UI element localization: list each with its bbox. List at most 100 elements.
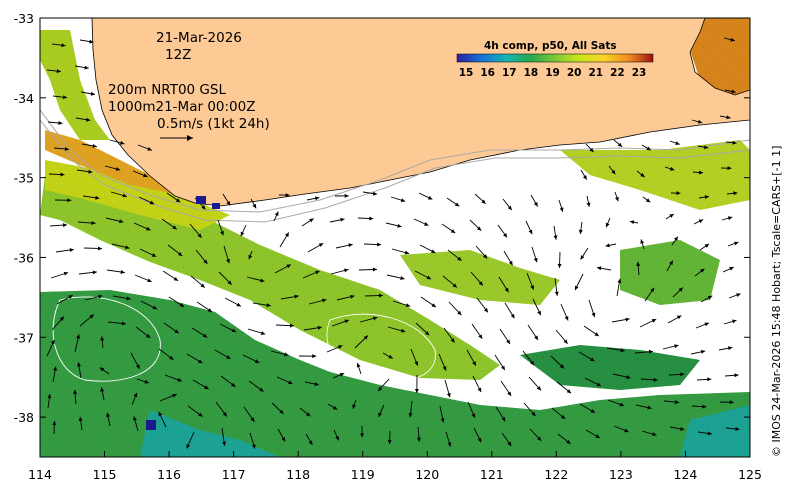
velocity-arrow — [242, 354, 260, 364]
x-tick-label: 123 — [609, 467, 633, 482]
velocity-arrow — [186, 431, 195, 449]
velocity-arrow — [556, 381, 572, 394]
velocity-arrow — [243, 406, 255, 422]
velocity-arrow — [74, 65, 89, 70]
velocity-arrow — [335, 243, 353, 249]
x-tick-label: 124 — [674, 467, 698, 482]
velocity-arrow — [53, 147, 69, 151]
velocity-arrow — [352, 399, 357, 409]
sst-cold-spot — [146, 420, 156, 430]
velocity-arrow — [359, 316, 378, 323]
velocity-arrow — [104, 165, 121, 171]
velocity-arrow — [504, 302, 515, 319]
velocity-arrow — [164, 374, 183, 382]
velocity-arrow — [724, 89, 736, 94]
velocity-arrow — [196, 301, 213, 313]
velocity-arrow — [443, 327, 455, 343]
velocity-arrow — [672, 287, 684, 298]
velocity-arrow — [697, 145, 709, 150]
velocity-arrow — [167, 244, 183, 257]
sst-cold-spot — [212, 203, 220, 209]
velocity-arrow — [332, 372, 345, 379]
velocity-arrow — [588, 299, 596, 318]
velocity-arrow — [438, 353, 447, 371]
sst-central-lime — [400, 250, 560, 305]
velocity-arrow — [130, 352, 141, 370]
velocity-arrow — [596, 266, 612, 271]
velocity-arrow — [498, 276, 509, 293]
velocity-arrow — [52, 366, 58, 383]
velocity-arrow — [77, 362, 82, 379]
colorbar-tick-label: 17 — [502, 67, 517, 79]
velocity-arrow — [532, 298, 542, 316]
velocity-arrow — [499, 328, 511, 345]
velocity-scale-label: 0.5m/s (1kt 24h) — [157, 116, 270, 132]
velocity-arrow — [47, 121, 63, 125]
velocity-arrow — [475, 245, 488, 259]
velocity-arrow — [106, 269, 125, 275]
velocity-arrow — [392, 300, 411, 308]
velocity-arrow — [326, 345, 343, 353]
velocity-arrow — [331, 319, 350, 327]
velocity-arrow — [305, 433, 313, 446]
velocity-arrow — [415, 322, 430, 336]
velocity-arrow — [158, 348, 174, 361]
velocity-arrow — [162, 270, 179, 282]
velocity-arrow — [691, 404, 707, 409]
velocity-arrow — [641, 430, 657, 436]
velocity-arrow — [47, 393, 52, 409]
colorbar-tick-label: 19 — [545, 67, 560, 79]
velocity-arrow — [190, 275, 206, 288]
velocity-arrow — [358, 267, 378, 272]
velocity-arrow — [640, 377, 658, 382]
velocity-arrow — [46, 69, 61, 74]
velocity-arrow — [390, 196, 406, 203]
velocity-arrow — [356, 362, 362, 375]
velocity-arrow — [502, 198, 513, 211]
velocity-arrow — [83, 246, 103, 251]
sst-yellow-core — [45, 160, 230, 230]
velocity-arrow — [414, 374, 419, 394]
isobath-1000m — [40, 119, 750, 223]
x-tick-label: 125 — [738, 467, 762, 482]
velocity-arrow — [447, 249, 462, 262]
velocity-arrow — [137, 144, 153, 151]
velocity-arrow — [612, 373, 631, 380]
velocity-arrow — [159, 393, 177, 402]
velocity-arrow — [441, 223, 456, 234]
velocity-arrow — [664, 166, 675, 171]
velocity-arrow — [605, 217, 611, 228]
sst-east-patches — [560, 140, 750, 210]
velocity-arrow — [608, 165, 616, 175]
velocity-arrow — [639, 318, 657, 328]
velocity-arrow — [586, 195, 591, 207]
map-date: 21-Mar-2026 — [156, 30, 242, 46]
velocity-arrow — [551, 407, 566, 420]
velocity-arrow — [585, 143, 594, 153]
velocity-arrow — [333, 429, 340, 441]
velocity-arrow — [616, 278, 622, 297]
velocity-arrow — [163, 322, 180, 334]
velocity-arrow — [644, 287, 655, 302]
velocity-arrow — [699, 243, 710, 251]
plot-frame — [39, 17, 751, 458]
velocity-arrow — [725, 140, 737, 145]
x-tick-label: 122 — [544, 467, 568, 482]
velocity-arrow — [668, 372, 685, 377]
velocity-arrow — [694, 268, 705, 277]
velocity-arrow — [136, 378, 150, 384]
velocity-arrow — [247, 328, 266, 335]
velocity-arrow — [75, 117, 91, 122]
velocity-arrow — [82, 195, 100, 200]
velocity-arrow — [133, 222, 151, 231]
velocity-arrow — [52, 420, 57, 435]
y-tick-label: -36 — [14, 250, 34, 265]
ssh-contour-west-eddy — [52, 296, 161, 382]
velocity-arrow — [580, 169, 588, 180]
velocity-arrow — [378, 404, 385, 418]
velocity-arrow — [669, 140, 680, 145]
velocity-arrow — [55, 248, 74, 253]
velocity-arrow — [189, 223, 202, 239]
velocity-arrow — [613, 139, 623, 148]
